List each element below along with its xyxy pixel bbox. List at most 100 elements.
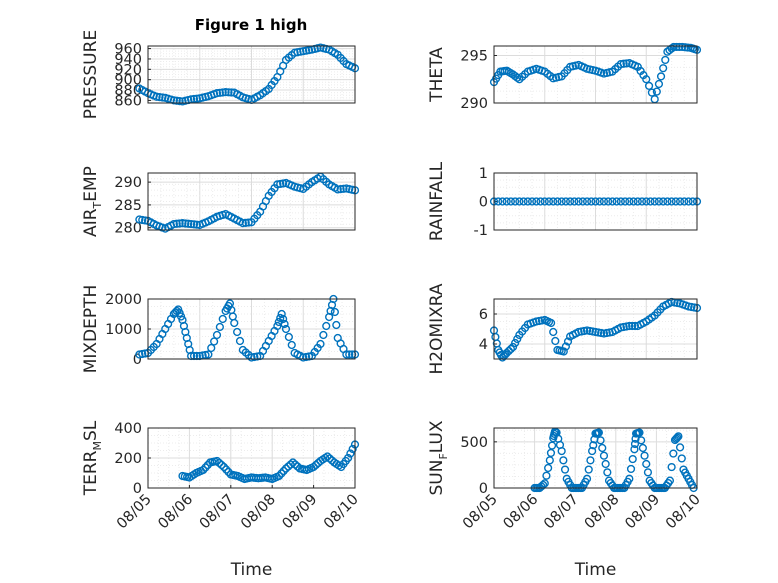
data-point [281,324,291,334]
data-point [277,469,286,478]
data-point [181,219,190,228]
x-tick-label: 08/10 [321,492,362,533]
y-tick-label: 860 [114,93,142,109]
data-point [560,465,570,474]
data-point [332,320,341,330]
data-point [654,197,664,206]
y-tick-label: 290 [460,96,488,112]
data-point [638,443,647,453]
data-point [233,327,242,337]
data-point [616,59,625,69]
data-point [594,428,603,437]
data-point [630,321,640,331]
series-h2omixra [489,297,702,362]
y-axis-label: PRESSURE [81,30,101,119]
data-point [311,460,321,470]
x-tick-label: 08/08 [582,492,623,533]
y-tick-label: 900 [114,73,142,89]
data-point [498,197,507,206]
data-point [219,462,229,472]
data-point [540,479,549,488]
x-tick-label: 08/06 [501,492,542,533]
data-point [215,322,224,332]
data-point [348,444,357,454]
data-point [677,454,686,463]
series-rainfall [489,197,702,206]
y-tick-label: 295 [460,49,488,65]
data-point [665,476,675,485]
data-point [519,197,528,206]
data-point [169,96,178,105]
y-axis-label: RAINFALL [427,161,447,241]
data-point [659,197,668,206]
data-point [204,350,213,359]
data-point [621,197,630,206]
data-point [212,456,222,466]
data-point [646,197,655,206]
data-point [532,197,541,206]
data-point [678,42,687,52]
data-point [566,197,575,206]
data-point [551,336,560,346]
data-point [546,448,556,458]
data-point [342,350,351,359]
data-point [637,197,647,206]
y-tick-label: 940 [114,52,142,68]
data-point [578,197,587,206]
data-point [506,197,516,206]
data-point [549,327,558,337]
data-point [135,215,144,224]
y-tick-label: 880 [114,83,142,99]
data-point [345,350,354,359]
y-tick-label: 1 [479,166,488,182]
data-point [288,458,298,467]
axes-box [493,298,698,360]
data-point [277,309,286,319]
x-tick-label: 08/10 [663,492,704,533]
data-point [215,88,224,97]
data-point [659,64,668,73]
figure-title: Figure 1 high [195,16,308,34]
data-point [656,72,666,81]
data-point [619,59,628,68]
data-point [152,92,161,101]
y-tick-label: 0 [479,195,488,211]
x-tick-label: 08/07 [541,492,582,533]
data-point [570,197,579,206]
data-point [523,197,532,206]
data-point [633,197,642,206]
data-point [325,454,334,463]
data-point [588,446,597,456]
data-point [172,96,181,105]
data-point [284,332,293,342]
data-point [178,219,187,228]
data-point [275,471,284,481]
data-point [309,462,318,472]
axes-box [147,427,356,489]
data-point [672,42,681,52]
data-point [608,197,617,206]
data-point [667,44,676,53]
data-point [675,443,685,452]
data-point [601,459,610,469]
axes-air_temp: 280 285 290 AIRTEMP [81,166,360,237]
data-point [192,94,201,103]
data-point [189,94,199,104]
data-point [207,343,216,353]
data-point [626,464,636,474]
data-point [654,79,664,89]
data-point [346,449,355,458]
data-point [647,88,656,97]
data-point [635,428,644,437]
y-tick-label: 280 [114,221,142,237]
y-tick-label: 290 [114,175,142,191]
data-point [549,197,558,206]
data-point [192,220,201,229]
data-point [584,465,593,474]
data-point [244,218,253,227]
data-point [589,441,598,450]
series-mixdepth [135,294,360,362]
data-point [559,347,568,356]
data-point [230,318,239,328]
data-point [599,197,609,206]
